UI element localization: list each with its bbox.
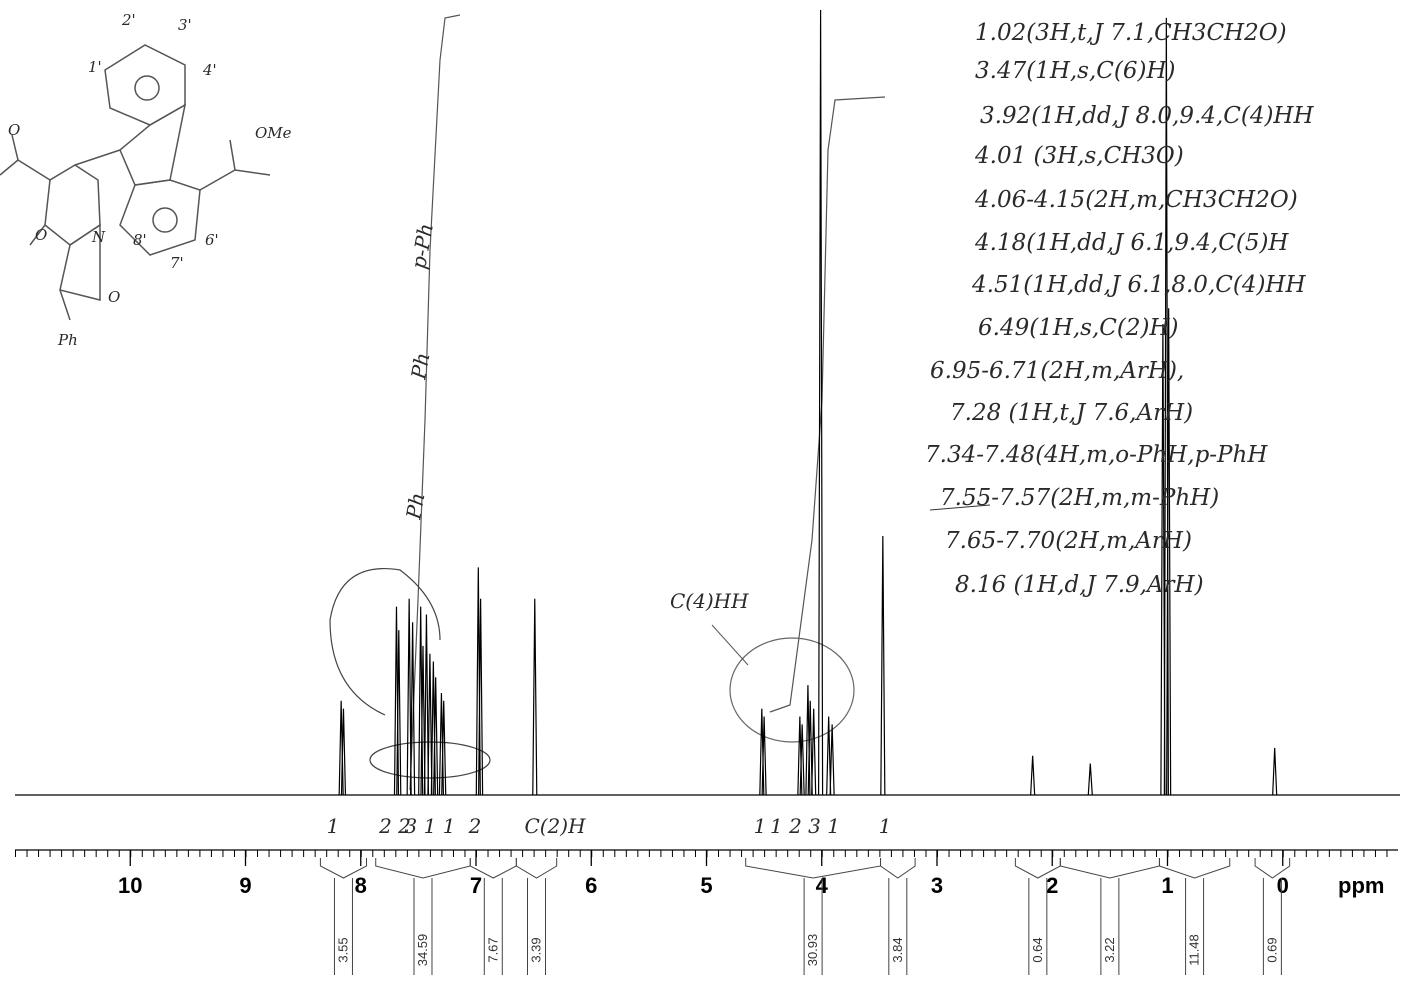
peak [1087,763,1093,796]
annotation: 1.02(3H,t,J 7.1,CH3CH2O) [975,20,1287,46]
x-tick-label: 7 [470,873,482,898]
x-tick-label: 9 [239,873,251,898]
peak [1166,308,1172,796]
x-tick-label: 1 [1161,873,1173,898]
peak [817,9,824,796]
annotation: 7.28 (1H,t,J 7.6,ArH) [950,400,1193,426]
peak [340,708,347,796]
integral-label: 3.55 [335,937,350,962]
peak [427,653,433,796]
hand-circle [369,741,491,779]
annotation: 8.16 (1H,d,J 7.9,ArH) [955,572,1204,598]
peak-count-label: 1 [754,814,767,838]
peak [880,535,886,796]
annotation: 6.95-6.71(2H,m,ArH), [930,358,1184,384]
annotation: 4.06-4.15(2H,m,CH3CH2O) [974,187,1298,213]
structure-label: 4' [202,61,217,79]
region-label: Ph [406,351,434,382]
integral-bracket [515,858,558,975]
peak-count-label: 3 1 1 [405,814,456,838]
peak-count-label: 2 2 [378,814,411,838]
structure-label: N [91,228,106,246]
structure-label: 3' [178,16,192,34]
x-tick-label: 3 [931,873,943,898]
peak [811,708,817,796]
x-tick-label: 6 [585,873,597,898]
annotation: 4.01 (3H,s,CH3O) [974,143,1184,169]
x-tick-label: 5 [700,873,712,898]
hand-circle [729,637,855,743]
peak-count-label: 1 [327,814,340,838]
peak-count-label: 1 [879,814,892,838]
integral-bracket [319,858,368,975]
peak [441,700,447,796]
structure-label: O [8,121,20,139]
peak [420,645,426,796]
integral-bracket [1158,858,1231,975]
peak-count-label: 2 [468,814,482,838]
annotation: 3.47(1H,s,C(6)H) [975,58,1176,84]
integral-label: 0.64 [1030,937,1045,962]
integral-trace [409,14,461,791]
region-label: C(4)HH [670,589,749,613]
annotation: 6.49(1H,s,C(2)H) [978,315,1179,341]
x-axis-label: ppm [1338,873,1384,898]
peak [410,622,416,796]
annotation: 7.34-7.48(4H,m,o-PhH,p-PhH [925,442,1268,468]
x-tick-label: 8 [355,873,367,898]
annotation: 4.51(1H,dd,J 6.1,8.0,C(4)HH [971,272,1306,298]
peak [396,630,402,796]
structure-label: Ph [57,331,78,349]
annotation: 7.65-7.70(2H,m,ArH) [945,528,1192,554]
peak [532,598,538,796]
peak-count-label: 1 2 3 1 [770,814,840,838]
x-tick-label: 2 [1046,873,1058,898]
integral-label: 34.59 [415,934,430,967]
structure-label: O [108,288,120,306]
structure-drawing [0,44,271,321]
integral-label: 30.93 [805,934,820,967]
peak [761,716,767,796]
integral-label: 3.84 [890,937,905,962]
integral-label: 3.22 [1102,937,1117,962]
x-tick-label: 0 [1277,873,1289,898]
peak [826,716,832,796]
integral-label: 11.48 [1187,934,1202,966]
peak [423,614,430,796]
annotation: 3.92(1H,dd,J 8.0,9.4,C(4)HH [980,103,1314,129]
structure-label: 2' [121,11,136,29]
peak [433,677,439,796]
integral-bracket [880,858,916,975]
annotation: 4.18(1H,dd,J 6.1,9.4,C(5)H [974,230,1289,256]
peak [799,724,805,796]
structure-label: 1' [88,58,102,76]
structure-label: 6' [205,231,219,249]
structure-label: 8' [133,231,147,249]
integral-label: 0.69 [1264,937,1279,962]
structure-label: 7' [170,254,184,272]
hand-pointer [711,624,749,666]
peak [807,700,813,796]
region-label: Ph [401,491,429,522]
structure-label: OMe [255,124,292,142]
x-tick-label: 10 [118,873,142,898]
peak-count-label: C(2)H [524,814,586,838]
annotation: 7.55-7.57(2H,m,m-PhH) [940,485,1219,511]
peak [406,598,412,796]
structure-label: O [35,226,47,244]
peak [478,598,484,796]
integral-label: 7.67 [485,937,500,962]
integral-bracket [1254,858,1291,975]
hand-circle [329,568,441,716]
hand-underline [929,504,991,511]
peak [829,724,835,796]
integral-label: 3.39 [529,937,544,962]
peak [1272,747,1278,796]
peak [1030,755,1036,796]
